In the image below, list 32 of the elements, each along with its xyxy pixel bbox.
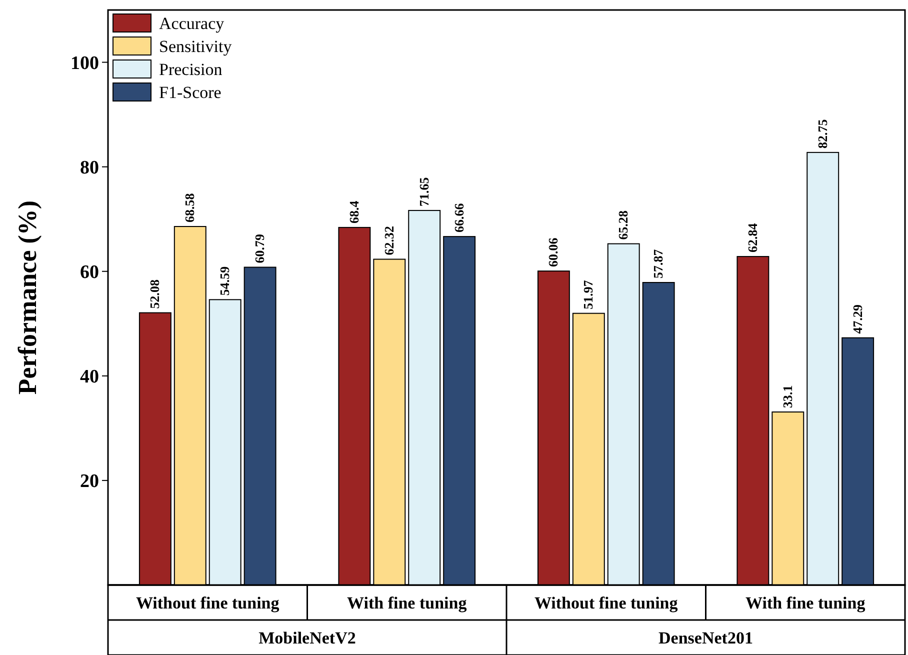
data-label: 52.08 [147,279,162,309]
legend-label: Accuracy [159,14,225,33]
x-tick-label: With fine tuning [746,593,866,612]
data-label: 54.59 [217,266,232,296]
y-tick-label: 80 [80,157,99,178]
data-label: 68.4 [346,200,362,224]
x-tick-label: Without fine tuning [136,593,280,612]
x-tick-label: Without fine tuning [534,593,678,612]
data-label: 47.29 [850,304,865,334]
data-label: 33.1 [780,385,795,408]
text: DenseNet201 [658,628,753,648]
legend-label: F1-Score [159,82,222,102]
data-label: 65.28 [616,210,631,240]
y-axis-title: Performance (%) [13,200,42,395]
data-label: 51.97 [580,280,596,310]
y-tick-label: 100 [70,52,99,74]
data-label: 60.79 [252,233,268,264]
text: MobileNetV2 [258,628,356,648]
y-tick-label: 60 [80,262,99,284]
data-label: 60.06 [546,237,561,268]
data-label: 82.75 [814,118,830,148]
data-label: 68.58 [182,192,198,223]
data-label: 62.84 [744,222,760,253]
y-tick-label: 40 [80,366,99,388]
x-tick-label: With fine tuning [347,593,468,612]
data-label: 71.65 [416,176,432,206]
data-label: 66.66 [451,202,466,233]
legend-label: Sensitivity [159,36,232,56]
legend-label: Precision [159,60,223,79]
data-label: 62.32 [381,226,396,256]
data-label: 57.87 [650,248,666,278]
y-tick-label: 20 [80,471,99,492]
